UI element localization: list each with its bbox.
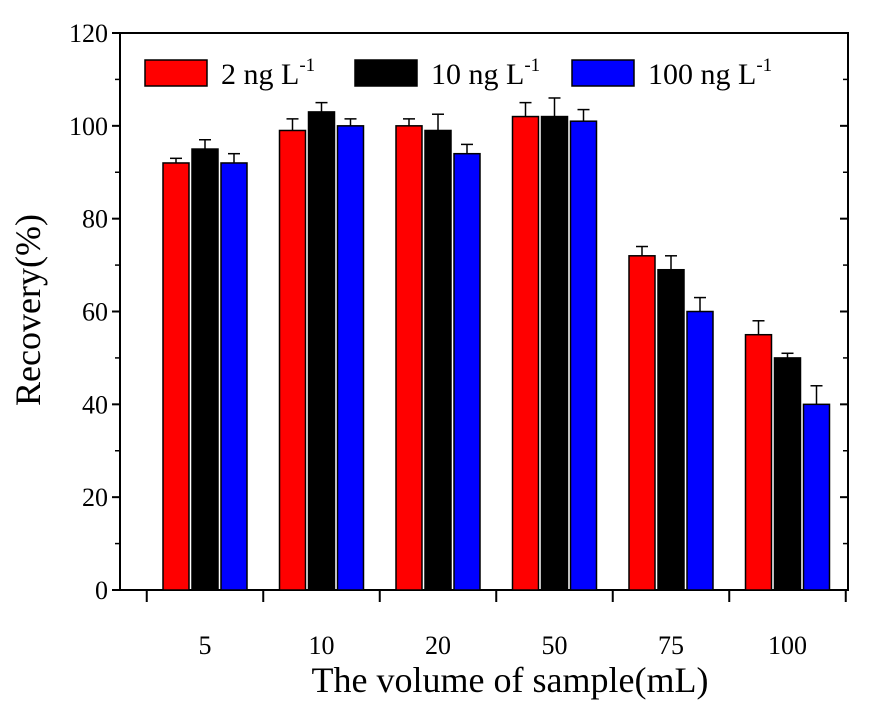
legend-swatch [571, 59, 635, 87]
bar [657, 268, 685, 591]
legend-label-superscript: -1 [299, 55, 315, 76]
y-axis: 0 20 40 60 80 100 120 [69, 19, 848, 605]
y-tick-label: 100 [69, 112, 108, 141]
bar [569, 120, 598, 591]
bar [773, 357, 802, 591]
legend-label: 100 ng L-1 [648, 55, 772, 91]
bar [453, 152, 481, 591]
legend: 2 ng L-1 10 ng L-1 100 ng L-1 [144, 55, 772, 91]
bar [307, 111, 336, 591]
y-tick-label: 20 [82, 483, 108, 512]
y-tick-label: 40 [82, 390, 108, 419]
x-tick-label: 50 [542, 631, 568, 660]
bar [511, 115, 540, 591]
legend-label: 2 ng L-1 [221, 55, 315, 91]
legend-label: 10 ng L-1 [431, 55, 540, 91]
bar [336, 125, 365, 591]
bars [162, 97, 831, 591]
bar [424, 129, 452, 591]
bar [278, 129, 307, 591]
x-tick-label: 5 [199, 631, 212, 660]
bar [802, 403, 831, 591]
bar [395, 125, 423, 591]
x-tick-label: 100 [768, 631, 807, 660]
x-axis: 5 10 20 50 75 100 [145, 590, 847, 660]
legend-swatch [144, 59, 208, 87]
x-axis-title: The volume of sample(mL) [312, 660, 709, 700]
x-tick-label: 20 [425, 631, 451, 660]
bar [220, 162, 248, 591]
bar [540, 115, 569, 591]
y-tick-label: 80 [82, 205, 108, 234]
x-tick-label: 10 [309, 631, 335, 660]
y-tick-label: 60 [82, 298, 108, 327]
y-tick-label: 120 [69, 19, 108, 48]
bar [744, 333, 773, 591]
bar [686, 310, 714, 591]
bar [628, 255, 656, 591]
y-axis-title: Recovery(%) [8, 214, 48, 406]
legend-label-superscript: -1 [524, 55, 540, 76]
y-tick-label: 0 [95, 576, 108, 605]
legend-swatch [354, 59, 418, 87]
bar [191, 148, 219, 591]
bar [162, 162, 190, 591]
legend-label-superscript: -1 [756, 55, 772, 76]
x-tick-label: 75 [658, 631, 684, 660]
